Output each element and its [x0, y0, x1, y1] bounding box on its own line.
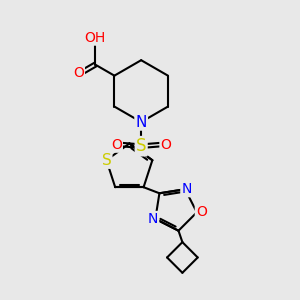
Text: O: O — [160, 138, 171, 152]
Text: N: N — [148, 212, 158, 226]
Text: O: O — [196, 205, 207, 219]
Text: OH: OH — [85, 31, 106, 44]
Text: N: N — [181, 182, 192, 196]
Text: S: S — [136, 137, 146, 155]
Text: N: N — [136, 115, 147, 130]
Text: O: O — [111, 138, 122, 152]
Text: O: O — [73, 66, 84, 80]
Text: S: S — [102, 153, 111, 168]
